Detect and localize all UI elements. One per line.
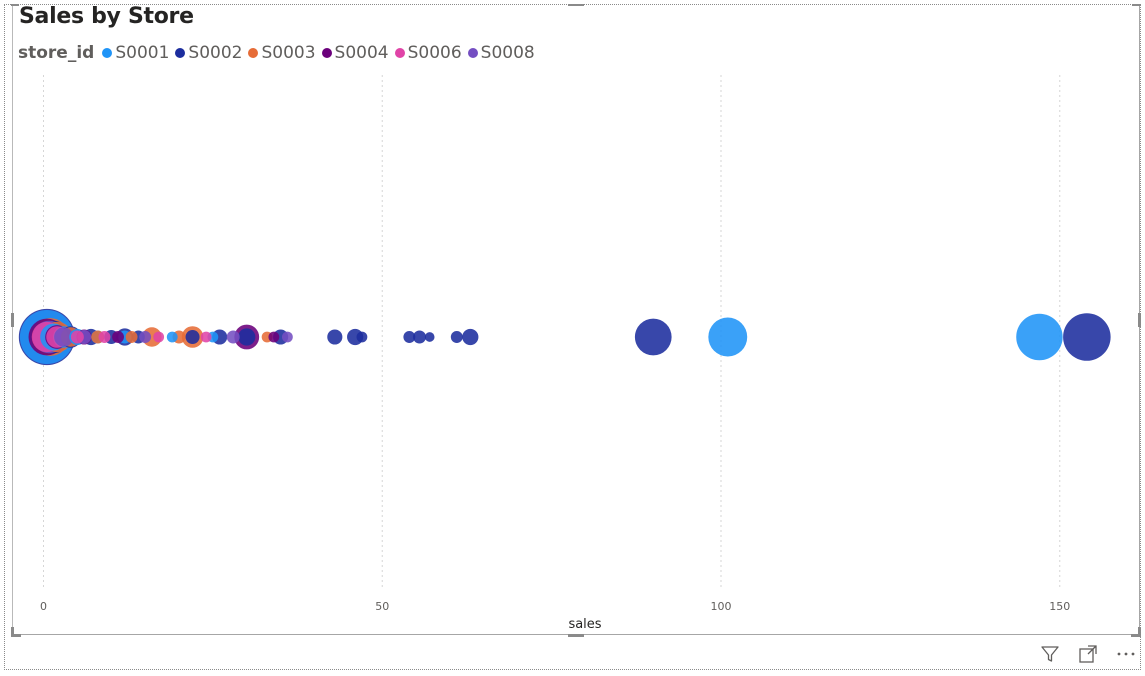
data-point-s0004[interactable] (112, 331, 124, 343)
data-point-s0003[interactable] (125, 331, 138, 343)
legend-label: S0008 (480, 43, 535, 63)
resize-handle-top-left[interactable] (11, 4, 19, 6)
legend-item-s0008[interactable]: S0008 (467, 43, 535, 63)
data-points (18, 308, 1111, 366)
legend-label: S0004 (334, 43, 389, 63)
filter-icon[interactable] (1039, 643, 1061, 665)
legend: store_id S0001 S0002 S0003 S0004 S0006 S… (18, 43, 541, 63)
legend-marker (467, 48, 478, 58)
data-point-s0006[interactable] (70, 330, 84, 344)
data-point-s0008[interactable] (282, 331, 293, 343)
gridlines (43, 75, 1061, 590)
data-point-s0002[interactable] (238, 328, 256, 346)
legend-item-s0006[interactable]: S0006 (394, 43, 462, 63)
visual-header-toolbar (1039, 643, 1137, 665)
data-point-s0001[interactable] (1016, 313, 1063, 361)
data-point-s0006[interactable] (153, 331, 165, 343)
legend-label: S0002 (188, 43, 243, 63)
legend-marker (321, 48, 332, 58)
x-tick-label: 50 (375, 600, 389, 613)
legend-label: S0006 (407, 43, 462, 63)
data-point-s0002[interactable] (327, 329, 343, 345)
data-point-s0002[interactable] (356, 331, 368, 343)
legend-item-s0003[interactable]: S0003 (248, 43, 316, 63)
data-point-s0006[interactable] (200, 331, 212, 343)
data-point-s0002[interactable] (634, 318, 672, 356)
data-point-s0002[interactable] (185, 329, 200, 345)
data-point-s0008[interactable] (54, 327, 74, 347)
data-point-s0002[interactable] (450, 331, 463, 343)
legend-marker (102, 48, 113, 58)
legend-title: store_id (18, 43, 95, 63)
resize-handle-bottom-left[interactable] (11, 627, 21, 637)
x-axis-title: sales (568, 617, 602, 632)
data-point-s0002[interactable] (403, 331, 416, 343)
resize-handle-bottom-right[interactable] (1131, 627, 1141, 637)
data-point-s0001[interactable] (166, 331, 178, 343)
data-point-s0002[interactable] (462, 328, 479, 346)
legend-marker (248, 48, 259, 58)
legend-item-s0001[interactable]: S0001 (102, 43, 169, 63)
data-point-s0008[interactable] (226, 330, 240, 344)
data-point-s0008[interactable] (139, 331, 152, 343)
focus-mode-icon[interactable] (1077, 643, 1099, 665)
resize-handle-top-right[interactable] (1132, 4, 1140, 6)
legend-label: S0001 (115, 43, 170, 63)
legend-item-s0002[interactable]: S0002 (175, 43, 242, 63)
data-point-s0002[interactable] (1063, 313, 1111, 361)
data-point-s0001[interactable] (708, 317, 748, 357)
x-tick-label: 150 (1049, 600, 1070, 613)
resize-handle-right[interactable] (1138, 313, 1141, 327)
data-point-s0002[interactable] (413, 330, 426, 344)
data-point-s0002[interactable] (424, 332, 435, 342)
data-point-s0004[interactable] (268, 331, 280, 343)
more-options-icon[interactable] (1115, 643, 1137, 665)
data-point-s0006[interactable] (98, 331, 111, 343)
chart-title: Sales by Store (19, 4, 194, 29)
x-tick-label: 0 (40, 600, 47, 613)
x-tick-label: 100 (711, 600, 732, 613)
legend-label: S0003 (261, 43, 316, 63)
resize-handle-bottom-center[interactable] (568, 634, 584, 637)
legend-marker (394, 48, 405, 58)
legend-item-s0004[interactable]: S0004 (321, 43, 389, 63)
x-axis-ticks: 0 50 100 150 (40, 600, 1070, 613)
legend-marker (175, 48, 186, 58)
resize-handle-left[interactable] (11, 313, 14, 327)
resize-handle-top-center[interactable] (568, 4, 584, 6)
